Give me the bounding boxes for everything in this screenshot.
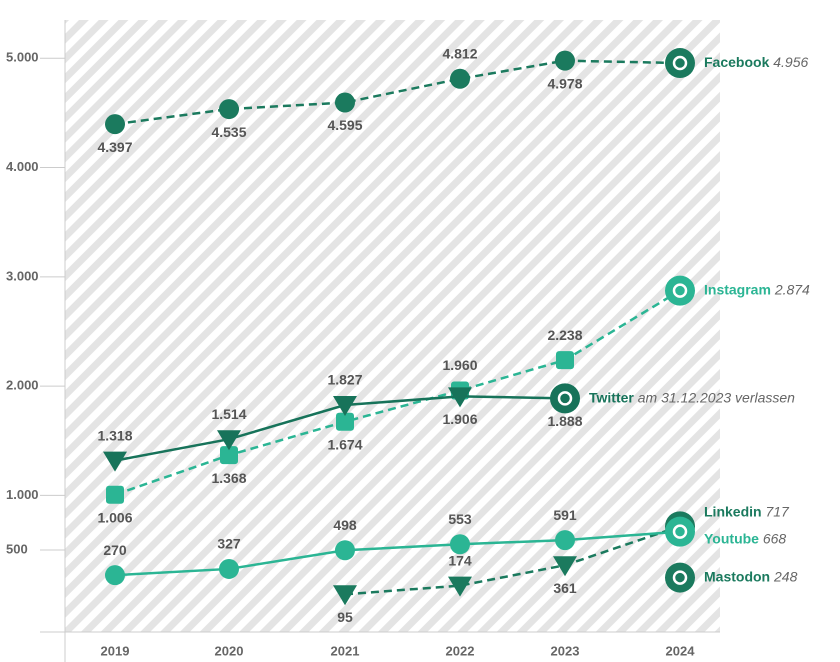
marker	[217, 430, 241, 451]
marker	[106, 485, 124, 504]
value-label: 4.812	[442, 45, 477, 61]
end-label: Mastodon 248	[704, 568, 798, 584]
value-label: 553	[448, 511, 472, 527]
icon	[665, 562, 695, 593]
value-label: 1.514	[211, 406, 246, 422]
value-label: 4.397	[97, 139, 132, 155]
marker	[105, 114, 125, 135]
value-label: 4.978	[547, 75, 582, 91]
end-label: Instagram 2.874	[704, 281, 810, 297]
icon-glyph	[672, 55, 688, 71]
marker	[219, 99, 239, 120]
value-label: 1.674	[327, 436, 362, 452]
x-tick-label: 2022	[446, 643, 475, 658]
icon	[550, 383, 580, 414]
series-line	[114, 289, 681, 496]
value-label: 1.368	[211, 470, 246, 486]
y-tick-label: 5.000	[6, 50, 39, 65]
icon	[665, 48, 695, 79]
value-label: 4.535	[211, 124, 246, 140]
value-label: 1.827	[327, 372, 362, 388]
marker	[553, 556, 577, 577]
series-line	[344, 525, 681, 596]
marker	[336, 412, 354, 431]
series-line	[114, 530, 681, 577]
end-value: 2.874	[774, 281, 810, 297]
marker	[103, 451, 127, 472]
series-name: Twitter	[589, 389, 634, 405]
value-label: 1.960	[442, 357, 477, 373]
marker	[333, 396, 357, 417]
end-value: 248	[773, 568, 798, 584]
series-name: Linkedin	[704, 503, 762, 519]
end-label: Youtube 668	[704, 530, 786, 546]
icon-glyph	[672, 570, 688, 585]
icon-glyph	[672, 524, 688, 539]
value-label: 2.238	[547, 327, 582, 343]
end-label: Facebook 4.956	[704, 54, 808, 70]
x-tick-label: 2019	[101, 643, 130, 658]
end-value: 668	[763, 530, 787, 546]
value-label: 4.595	[327, 117, 362, 133]
marker	[448, 387, 472, 408]
annotation: am 31.12.2023 verlassen	[638, 389, 795, 405]
icon	[665, 516, 695, 547]
value-label: 95	[337, 609, 353, 625]
value-label: 1.906	[442, 411, 477, 427]
series-line	[114, 59, 681, 126]
x-tick-label: 2020	[215, 643, 244, 658]
value-label: 1.006	[97, 509, 132, 525]
series-name: Facebook	[704, 54, 770, 70]
y-tick-label: 500	[6, 541, 28, 556]
marker	[556, 351, 574, 370]
icon-glyph	[672, 283, 688, 298]
value-label: 361	[553, 580, 577, 596]
end-label: Twitter am 31.12.2023 verlassen	[589, 389, 795, 405]
plot-background	[65, 20, 720, 632]
series-name: Mastodon	[704, 568, 770, 584]
marker	[335, 540, 355, 561]
marker	[219, 558, 239, 579]
marker	[220, 446, 238, 465]
y-tick-label: 4.000	[6, 159, 39, 174]
x-tick-label: 2021	[331, 643, 360, 658]
icon-glyph	[557, 391, 573, 406]
value-label: 1.318	[97, 427, 132, 443]
marker	[105, 565, 125, 586]
end-label: Linkedin 717	[704, 503, 790, 519]
marker	[450, 534, 470, 555]
series-name: Instagram	[704, 281, 771, 297]
end-value: 4.956	[773, 54, 808, 70]
marker	[555, 530, 575, 551]
y-tick-label: 1.000	[6, 487, 39, 502]
icon	[665, 275, 695, 306]
value-label: 270	[103, 542, 127, 558]
value-label: 327	[217, 536, 241, 552]
x-tick-label: 2024	[666, 643, 696, 658]
marker	[450, 68, 470, 89]
y-tick-label: 2.000	[6, 378, 39, 393]
marker	[448, 576, 472, 597]
marker	[335, 92, 355, 113]
value-label: 174	[448, 552, 472, 568]
value-label: 1.888	[547, 413, 582, 429]
series-name: Youtube	[704, 530, 759, 546]
marker	[555, 50, 575, 71]
value-label: 498	[333, 517, 357, 533]
x-tick-label: 2023	[551, 643, 580, 658]
y-tick-label: 3.000	[6, 268, 39, 283]
marker	[333, 585, 357, 606]
end-value: 717	[765, 503, 790, 519]
value-label: 591	[553, 507, 577, 523]
